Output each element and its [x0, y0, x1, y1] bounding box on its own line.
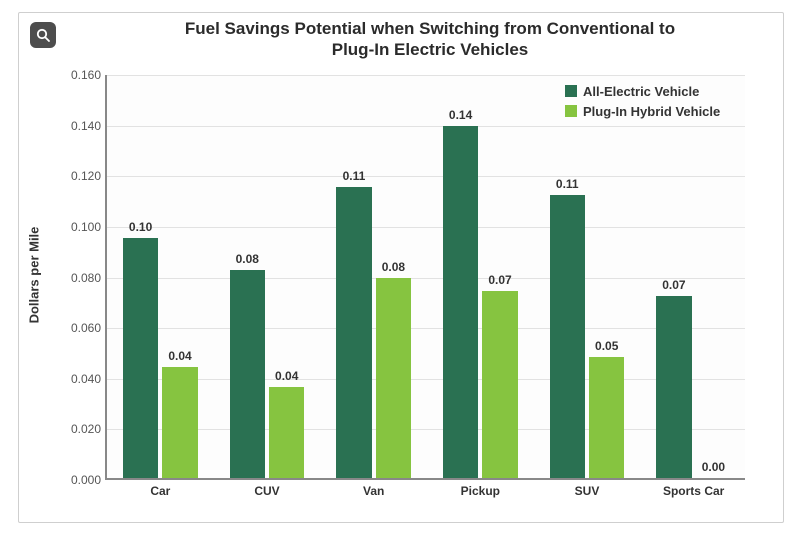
bar: 0.07: [482, 291, 517, 478]
bar-value-label: 0.04: [168, 349, 191, 363]
magnifier-icon: [35, 27, 51, 43]
legend-label: Plug-In Hybrid Vehicle: [583, 104, 720, 119]
x-tick-label: CUV: [254, 484, 279, 498]
bar: 0.05: [589, 357, 624, 479]
bar-value-label: 0.14: [449, 108, 472, 122]
grid-line: [107, 227, 745, 228]
bar-value-label: 0.08: [382, 260, 405, 274]
bar: 0.07: [656, 296, 691, 478]
legend-swatch-all-electric: [565, 85, 577, 97]
bar: 0.08: [376, 278, 411, 478]
bar: 0.04: [162, 367, 197, 478]
y-tick-label: 0.000: [53, 473, 101, 487]
grid-line: [107, 278, 745, 279]
x-tick-label: Van: [363, 484, 384, 498]
y-tick-label: 0.040: [53, 372, 101, 386]
zoom-button[interactable]: [30, 22, 56, 48]
x-tick-label: Sports Car: [663, 484, 724, 498]
bar: 0.10: [123, 238, 158, 478]
x-tick-label: SUV: [575, 484, 600, 498]
grid-line: [107, 379, 745, 380]
y-axis-title: Dollars per Mile: [27, 227, 42, 324]
grid-line: [107, 429, 745, 430]
bar-value-label: 0.11: [343, 169, 366, 183]
y-tick-label: 0.160: [53, 68, 101, 82]
chart-plot: 0.0000.0200.0400.0600.0800.1000.1200.140…: [105, 75, 745, 480]
legend-item-plugin-hybrid: Plug-In Hybrid Vehicle: [565, 104, 720, 119]
bar-value-label: 0.04: [275, 369, 298, 383]
bar-value-label: 0.00: [702, 460, 725, 474]
y-tick-label: 0.020: [53, 422, 101, 436]
grid-line: [107, 126, 745, 127]
y-tick-label: 0.140: [53, 119, 101, 133]
bar: 0.14: [443, 126, 478, 478]
y-tick-label: 0.060: [53, 321, 101, 335]
y-tick-label: 0.120: [53, 169, 101, 183]
bar-value-label: 0.07: [488, 273, 511, 287]
chart-title: Fuel Savings Potential when Switching fr…: [100, 18, 760, 61]
bar-value-label: 0.08: [236, 252, 259, 266]
x-tick-label: Pickup: [461, 484, 500, 498]
bar: 0.11: [550, 195, 585, 479]
bar-value-label: 0.07: [662, 278, 685, 292]
bar: 0.08: [230, 270, 265, 478]
x-tick-label: Car: [150, 484, 170, 498]
y-tick-label: 0.100: [53, 220, 101, 234]
legend-swatch-plugin-hybrid: [565, 105, 577, 117]
grid-line: [107, 328, 745, 329]
bar-value-label: 0.11: [556, 177, 579, 191]
plot-area: 0.0000.0200.0400.0600.0800.1000.1200.140…: [105, 75, 745, 480]
legend-item-all-electric: All-Electric Vehicle: [565, 84, 699, 99]
grid-line: [107, 176, 745, 177]
legend-label: All-Electric Vehicle: [583, 84, 699, 99]
bar-value-label: 0.05: [595, 339, 618, 353]
grid-line: [107, 75, 745, 76]
bar: 0.11: [336, 187, 371, 478]
y-tick-label: 0.080: [53, 271, 101, 285]
bar-value-label: 0.10: [129, 220, 152, 234]
bar: 0.04: [269, 387, 304, 478]
